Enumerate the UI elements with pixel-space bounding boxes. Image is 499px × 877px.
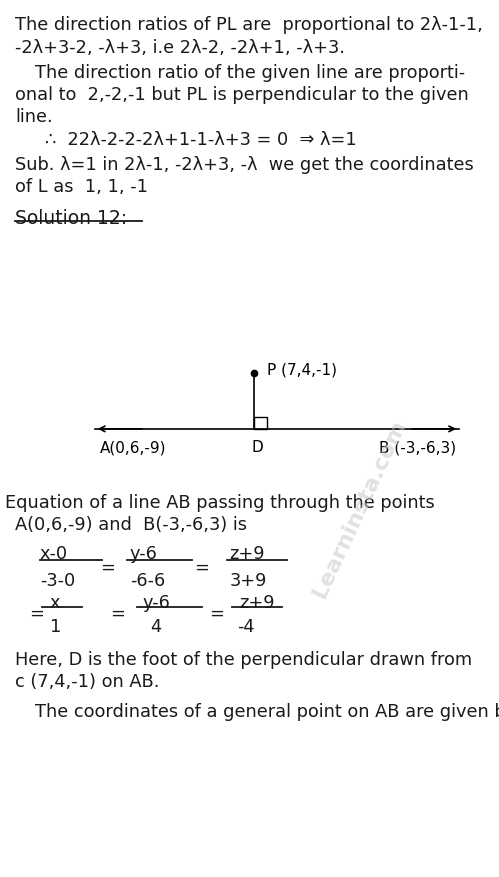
Text: x: x [50,594,60,612]
Text: =: = [210,605,225,624]
Text: A(0,6,-9): A(0,6,-9) [100,440,166,455]
Text: =: = [100,559,115,577]
Text: -4: -4 [237,618,254,637]
Text: -2λ+3-2, -λ+3, i.e 2λ-2, -2λ+1, -λ+3.: -2λ+3-2, -λ+3, i.e 2λ-2, -2λ+1, -λ+3. [15,39,345,57]
Text: 4: 4 [150,618,161,637]
Text: A(0,6,-9) and  B(-3,-6,3) is: A(0,6,-9) and B(-3,-6,3) is [15,516,247,534]
Text: Equation of a line AB passing through the points: Equation of a line AB passing through th… [4,494,435,512]
Text: =: = [195,559,210,577]
Text: =: = [110,605,125,624]
Text: Learninsta.com: Learninsta.com [309,417,409,601]
Text: c (7,4,-1) on AB.: c (7,4,-1) on AB. [15,673,159,691]
Text: z+9: z+9 [230,545,265,564]
Text: D: D [252,440,264,455]
Text: y-6: y-6 [142,594,170,612]
Text: onal to  2,-2,-1 but PL is perpendicular to the given: onal to 2,-2,-1 but PL is perpendicular … [15,86,469,104]
Text: The direction ratios of PL are  proportional to 2λ-1-1,: The direction ratios of PL are proportio… [15,16,483,34]
Text: -6-6: -6-6 [130,572,165,590]
Text: =: = [30,605,50,624]
Text: Sub. λ=1 in 2λ-1, -2λ+3, -λ  we get the coordinates: Sub. λ=1 in 2λ-1, -2λ+3, -λ we get the c… [15,156,474,175]
Text: Solution 12:: Solution 12: [15,209,127,228]
Text: x-0: x-0 [40,545,68,564]
Text: ∴  22λ-2-2-2λ+1-1-λ+3 = 0  ⇒ λ=1: ∴ 22λ-2-2-2λ+1-1-λ+3 = 0 ⇒ λ=1 [45,131,357,149]
Text: B (-3,-6,3): B (-3,-6,3) [379,440,457,455]
Text: z+9: z+9 [240,594,275,612]
Text: 3+9: 3+9 [230,572,267,590]
Text: line.: line. [15,108,52,126]
Text: -3-0: -3-0 [40,572,75,590]
Text: P (7,4,-1): P (7,4,-1) [267,362,337,378]
Text: y-6: y-6 [130,545,158,564]
Text: of L as  1, 1, -1: of L as 1, 1, -1 [15,178,148,196]
Text: The direction ratio of the given line are proporti-: The direction ratio of the given line ar… [35,64,465,82]
Text: Here, D is the foot of the perpendicular drawn from: Here, D is the foot of the perpendicular… [15,651,472,669]
Text: The coordinates of a general point on AB are given by: The coordinates of a general point on AB… [35,703,499,722]
Text: 1: 1 [50,618,61,637]
